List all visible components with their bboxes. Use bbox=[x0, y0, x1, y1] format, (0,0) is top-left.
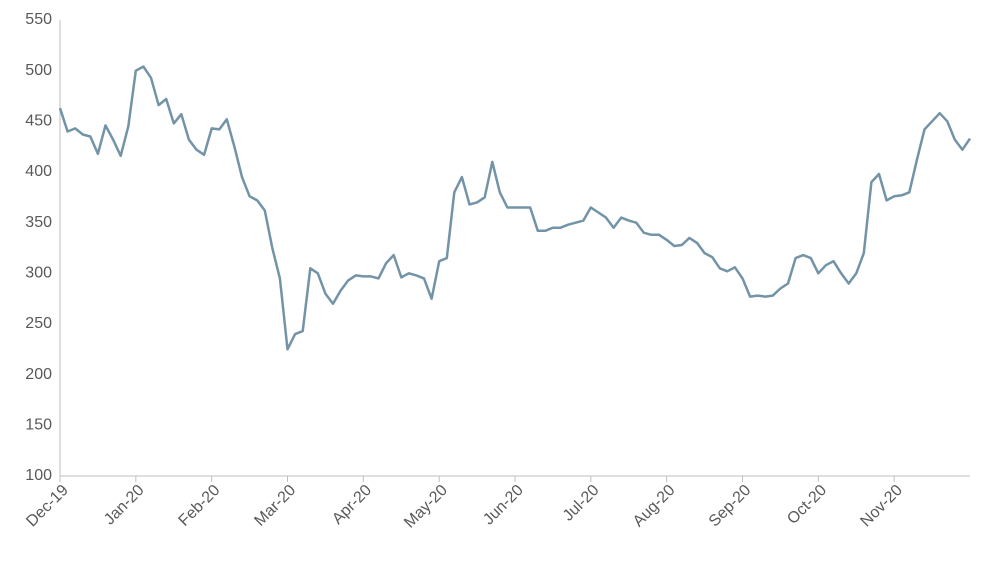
y-tick-label: 400 bbox=[25, 163, 52, 180]
x-tick-label: May-20 bbox=[401, 482, 451, 532]
y-tick-label: 100 bbox=[25, 467, 52, 484]
y-tick-label: 500 bbox=[25, 62, 52, 79]
x-tick-label: Dec-19 bbox=[23, 482, 72, 531]
x-tick-label: Jun-20 bbox=[480, 482, 527, 529]
y-tick-label: 300 bbox=[25, 265, 52, 282]
y-tick-label: 200 bbox=[25, 366, 52, 383]
y-tick-label: 550 bbox=[25, 11, 52, 28]
x-tick-label: Feb-20 bbox=[176, 482, 224, 530]
x-tick-label: Nov-20 bbox=[857, 482, 906, 531]
x-tick-label: Sep-20 bbox=[706, 482, 755, 531]
x-tick-label: Jul-20 bbox=[560, 482, 603, 525]
y-tick-label: 350 bbox=[25, 214, 52, 231]
price-line bbox=[58, 65, 972, 351]
y-tick-label: 250 bbox=[25, 315, 52, 332]
y-tick-label: 450 bbox=[25, 113, 52, 130]
x-tick-label: Jan-20 bbox=[101, 482, 148, 529]
x-tick-label: Aug-20 bbox=[630, 482, 679, 531]
y-tick-label: 150 bbox=[25, 417, 52, 434]
x-tick-label: Oct-20 bbox=[784, 482, 830, 528]
x-tick-label: Apr-20 bbox=[329, 482, 375, 528]
x-tick-label: Mar-20 bbox=[251, 482, 299, 530]
